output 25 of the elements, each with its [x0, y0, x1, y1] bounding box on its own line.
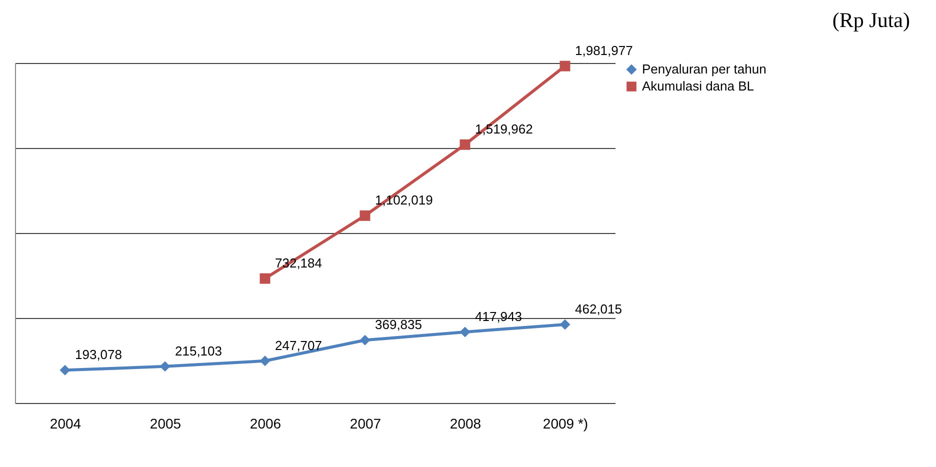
data-label: 215,103	[175, 343, 222, 358]
text: (Rp Juta)	[832, 8, 910, 32]
x-tick-label: 2005	[150, 416, 182, 432]
legend-label: Penyaluran per tahun	[642, 62, 766, 76]
point	[260, 356, 270, 366]
point	[460, 326, 470, 338]
point	[160, 361, 170, 372]
point	[560, 60, 570, 72]
x-tick-label: 2008	[450, 416, 482, 432]
point	[460, 139, 470, 150]
data-label: 369,835	[375, 317, 422, 332]
point	[560, 319, 570, 330]
point	[260, 273, 270, 284]
data-label: 1,981,977	[575, 43, 633, 58]
point	[360, 210, 370, 221]
x-tick-label: 2006	[250, 416, 282, 432]
data-label: 193,078	[75, 347, 122, 362]
data-label: 247,707	[275, 338, 322, 353]
data-label: 462,015	[575, 301, 622, 316]
point	[60, 364, 70, 376]
x-tick-label: 2004	[50, 416, 82, 432]
x-tick-label: 2009 *)	[542, 416, 588, 432]
point	[360, 334, 370, 346]
x-tick-label: 2007	[350, 416, 382, 432]
legend-label: Akumulasi dana BL	[642, 78, 754, 94]
